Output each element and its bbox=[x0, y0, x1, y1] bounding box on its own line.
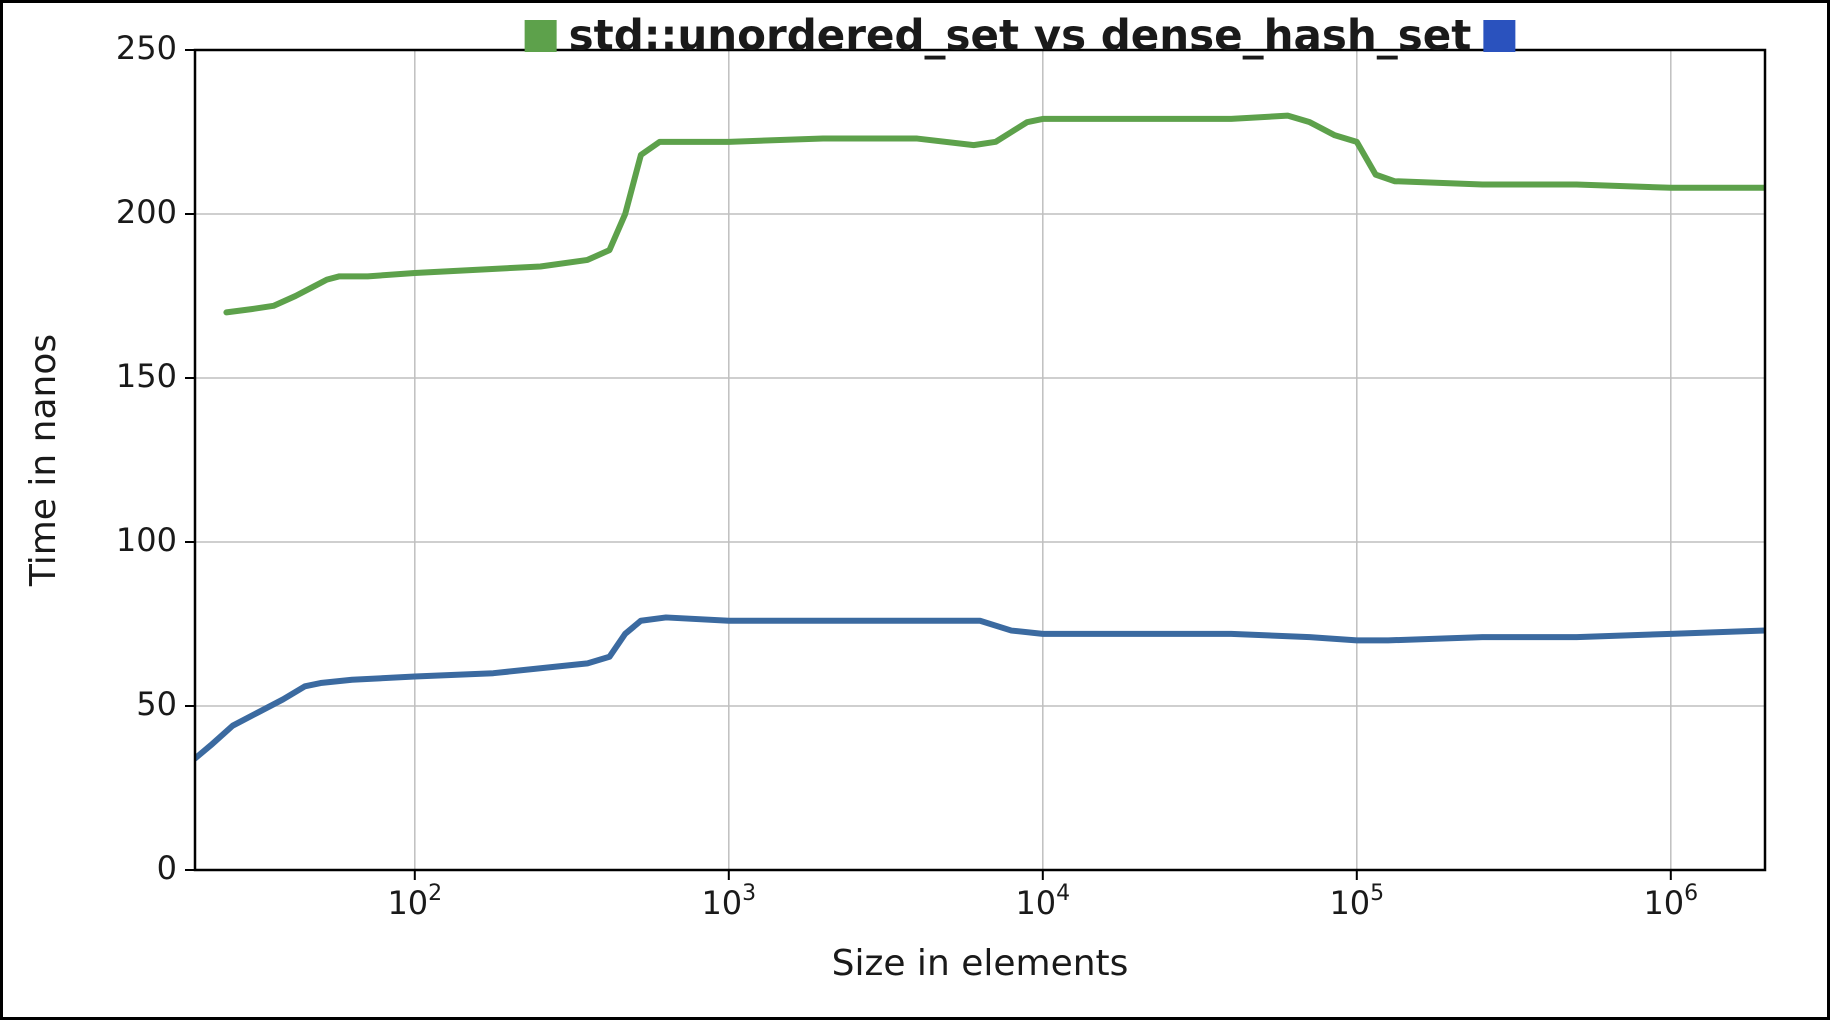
y-tick-label: 50 bbox=[136, 685, 177, 723]
chart-svg: 050100150200250102103104105106Time in na… bbox=[0, 0, 1830, 1020]
legend-swatch-right bbox=[1483, 20, 1515, 52]
y-tick-label: 250 bbox=[116, 29, 177, 67]
y-tick-label: 0 bbox=[157, 849, 177, 887]
y-tick-label: 100 bbox=[116, 521, 177, 559]
chart-container: 050100150200250102103104105106Time in na… bbox=[0, 0, 1830, 1020]
figure-border bbox=[2, 2, 1829, 1019]
y-axis-label: Time in nanos bbox=[23, 334, 64, 587]
x-axis-label: Size in elements bbox=[832, 943, 1129, 984]
y-tick-label: 150 bbox=[116, 357, 177, 395]
chart-title: std::unordered_set vs dense_hash_set bbox=[569, 11, 1472, 60]
y-tick-label: 200 bbox=[116, 193, 177, 231]
legend-swatch-left bbox=[525, 20, 557, 52]
